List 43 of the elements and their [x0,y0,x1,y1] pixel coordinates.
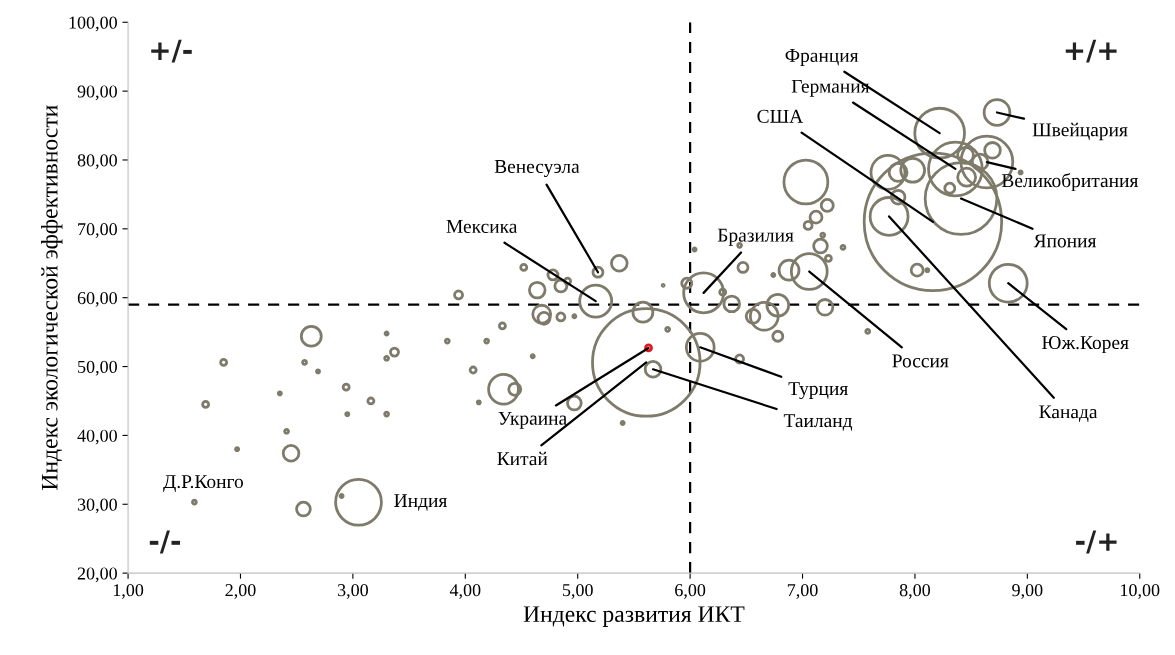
y-tick-label: 100,00 [69,16,117,32]
y-tick-label: 60,00 [77,291,117,307]
annotation: -/+ [1076,530,1117,554]
annotation: Юж.Корея [1042,336,1129,354]
x-tick-label: 5,00 [562,584,593,599]
annotation: Япония [1033,234,1097,248]
annotation: Индия [394,494,448,511]
annotation: Великобритания [1001,173,1139,192]
x-axis-title: Индекс развития ИКТ [523,606,745,627]
annotation: +/+ [1065,39,1117,63]
annotation: Канада [1039,405,1098,422]
y-tick-label: 80,00 [77,154,117,170]
annotation: +/- [151,39,192,63]
x-tick-label: 3,00 [337,584,368,599]
y-tick-label: 40,00 [77,429,117,445]
x-tick-label: 7,00 [787,584,818,599]
x-tick-label: 10,00 [1121,584,1160,599]
annotation: Таиланд [783,414,853,431]
annotation: Швейцария [1032,122,1128,141]
annotation: Д.Р.Конго [163,475,244,493]
annotation: -/- [149,530,180,554]
annotation: Бразилия [717,228,794,246]
annotation: Украина [498,411,567,429]
annotation: Россия [892,354,949,368]
annotation: Германия [791,79,870,97]
annotation: Китай [497,451,548,466]
y-tick-label: 30,00 [77,498,117,514]
y-tick-label: 20,00 [77,567,117,583]
x-tick-label: 8,00 [899,584,931,599]
x-tick-label: 1,00 [113,584,144,599]
y-axis-title: Индекс экологической эффективности [41,105,63,490]
y-tick-label: 50,00 [78,360,117,376]
x-tick-label: 2,00 [225,584,256,599]
x-tick-label: 4,00 [449,584,481,599]
x-tick-label: 9,00 [1012,584,1043,599]
annotation: Франция [785,49,859,66]
annotation: Венесуэла [494,160,580,178]
annotation: Турция [788,382,848,400]
annotation: США [757,109,804,123]
y-tick-label: 90,00 [77,85,117,101]
annotation: Мексика [446,220,518,234]
x-tick-label: 6,00 [675,584,706,599]
y-tick-label: 70,00 [78,223,117,238]
